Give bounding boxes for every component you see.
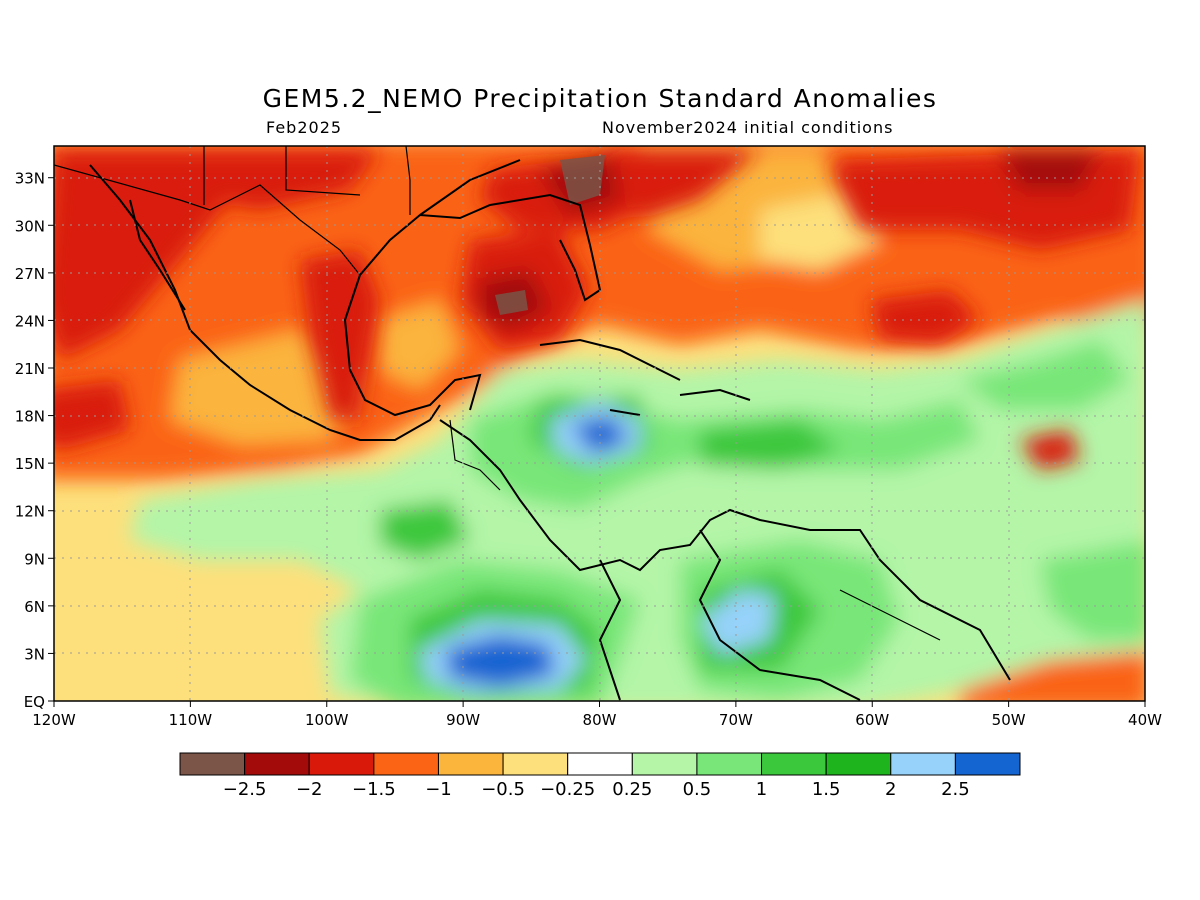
lat-tick-label: 9N — [24, 550, 45, 568]
colorbar-label: 1 — [756, 779, 767, 800]
colorbar-swatch — [179, 752, 246, 776]
colorbar-label: 2.5 — [941, 779, 970, 800]
latitude-axis: 33N 30N 27N 24N 21N 18N 15N 12N 9N 6N 3N EQ — [15, 170, 54, 711]
colorbar-label: −0.25 — [540, 779, 595, 800]
lat-tick-label: 18N — [15, 408, 45, 426]
colorbar-swatch — [631, 752, 698, 776]
lon-tick-label: 120W — [32, 711, 76, 729]
lon-tick-label: 70W — [719, 711, 753, 729]
colorbar-label: −1 — [425, 779, 452, 800]
colorbar-swatch — [244, 752, 310, 776]
init-conditions-label: November2024 initial conditions — [602, 118, 894, 137]
colorbar-swatch — [308, 752, 375, 776]
graticule — [54, 146, 1145, 701]
colorbar-swatch — [825, 752, 892, 776]
lat-tick-label: 12N — [15, 503, 45, 521]
lat-tick-label: 30N — [15, 217, 45, 235]
lat-tick-label: 24N — [15, 312, 45, 330]
anomaly-field — [54, 146, 1145, 701]
colorbar-label: −1.5 — [352, 779, 396, 800]
lat-tick-label: 33N — [15, 170, 45, 188]
lon-tick-label: 50W — [992, 711, 1026, 729]
colorbar-swatch — [954, 752, 1021, 776]
colorbar-label: −2.5 — [223, 779, 267, 800]
colorbar-swatch — [567, 752, 633, 776]
colorbar-swatch — [696, 752, 763, 776]
lat-tick-label: 6N — [24, 598, 45, 616]
lon-tick-label: 60W — [855, 711, 889, 729]
lat-tick-label: 15N — [15, 455, 45, 473]
lon-tick-label: 90W — [446, 711, 480, 729]
colorbar-swatch — [437, 752, 504, 776]
colorbar-label: −0.5 — [481, 779, 525, 800]
colorbar-label: 0.25 — [612, 779, 652, 800]
lon-tick-label: 80W — [583, 711, 617, 729]
valid-month-label: Feb2025 — [266, 118, 343, 137]
colorbar-swatch — [761, 752, 827, 776]
colorbar-swatch — [890, 752, 956, 776]
colorbar-label: 2 — [885, 779, 896, 800]
lat-tick-label: 27N — [15, 265, 45, 283]
lon-tick-label: 100W — [305, 711, 349, 729]
lon-tick-label: 40W — [1128, 711, 1162, 729]
colorbar: −2.5 −2 −1.5 −1 −0.5 −0.25 0.25 0.5 1 1.5 2 2.5 — [179, 752, 1021, 800]
colorbar-swatch — [373, 752, 439, 776]
lon-tick-label: 110W — [169, 711, 213, 729]
lat-tick-label: 3N — [24, 645, 45, 663]
longitude-axis: 120W 110W 100W 90W 80W 70W 60W 50W 40W — [32, 701, 1162, 729]
colorbar-label: 1.5 — [812, 779, 841, 800]
colorbar-swatch — [502, 752, 569, 776]
colorbar-label: −2 — [296, 779, 323, 800]
lat-tick-label: EQ — [24, 693, 45, 711]
colorbar-label: 0.5 — [683, 779, 712, 800]
political-borders — [54, 146, 941, 641]
coastlines — [89, 159, 1011, 701]
map-title: GEM5.2_NEMO Precipitation Standard Anoma… — [262, 84, 938, 113]
lat-tick-label: 21N — [15, 360, 45, 378]
